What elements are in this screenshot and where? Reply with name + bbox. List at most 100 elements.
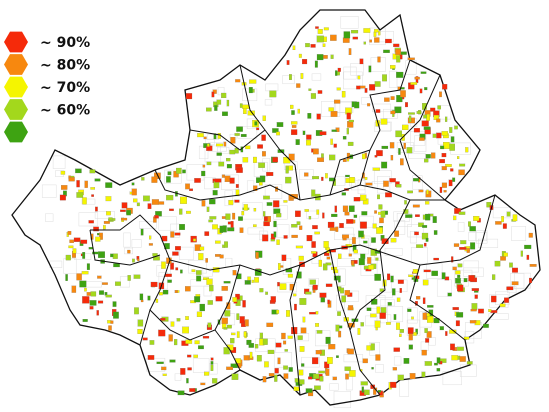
- parcel: [437, 105, 442, 110]
- parcel: [69, 239, 75, 243]
- parcel: [155, 298, 159, 303]
- parcel: [424, 158, 429, 163]
- lot-boundary: [276, 224, 290, 238]
- parcel: [59, 194, 66, 201]
- parcel: [110, 253, 114, 258]
- parcel: [443, 142, 450, 150]
- parcel: [225, 213, 231, 220]
- parcel: [223, 327, 228, 330]
- parcel: [351, 260, 355, 266]
- parcel: [422, 225, 428, 228]
- parcel: [94, 178, 101, 182]
- parcel: [253, 224, 257, 228]
- parcel: [528, 277, 532, 284]
- lot-boundary: [412, 175, 423, 190]
- parcel: [262, 151, 266, 157]
- parcel: [418, 222, 424, 227]
- parcel: [201, 170, 206, 177]
- parcel: [90, 291, 97, 297]
- lot-boundary: [459, 364, 477, 377]
- parcel: [357, 328, 361, 335]
- parcel: [88, 247, 94, 250]
- parcel: [287, 335, 293, 339]
- parcel: [262, 115, 266, 121]
- parcel: [254, 277, 260, 283]
- parcel: [379, 312, 386, 319]
- parcel: [503, 252, 508, 257]
- parcel: [422, 297, 426, 305]
- parcel: [400, 90, 406, 98]
- parcel: [209, 216, 217, 220]
- parcel: [302, 130, 306, 135]
- parcel: [300, 73, 304, 79]
- parcel: [312, 176, 320, 180]
- parcel: [501, 216, 504, 223]
- parcel: [174, 232, 181, 236]
- parcel: [432, 133, 437, 138]
- parcel: [358, 258, 365, 266]
- parcel: [509, 262, 513, 268]
- parcel: [367, 257, 372, 264]
- parcel: [286, 310, 291, 317]
- parcel: [441, 131, 448, 136]
- parcel: [457, 346, 464, 351]
- parcel: [460, 240, 467, 245]
- parcel: [331, 213, 338, 218]
- parcel: [323, 263, 328, 271]
- parcel: [236, 126, 243, 132]
- parcel: [253, 156, 257, 163]
- parcel: [341, 90, 346, 98]
- parcel: [284, 349, 288, 352]
- parcel: [283, 340, 287, 345]
- parcel: [262, 338, 268, 345]
- parcel: [344, 290, 351, 296]
- parcel: [216, 99, 222, 105]
- parcel: [407, 117, 416, 124]
- lot-boundary: [329, 383, 339, 391]
- parcel: [322, 43, 326, 47]
- parcel: [324, 361, 330, 369]
- parcel: [141, 177, 145, 181]
- parcel: [243, 108, 247, 115]
- parcel: [335, 324, 340, 332]
- parcel: [433, 230, 438, 235]
- parcel: [436, 357, 441, 364]
- parcel: [312, 225, 318, 230]
- parcel: [390, 96, 395, 101]
- parcel: [291, 234, 298, 238]
- parcel: [408, 344, 413, 350]
- parcel: [167, 171, 172, 176]
- parcel: [449, 127, 453, 133]
- parcel: [319, 292, 327, 298]
- parcel: [395, 130, 403, 138]
- lot-boundary: [350, 63, 364, 76]
- parcel: [333, 143, 337, 148]
- parcel: [266, 322, 274, 327]
- parcel: [450, 136, 455, 143]
- parcel: [396, 71, 404, 78]
- parcel: [274, 374, 278, 382]
- parcel: [399, 288, 402, 293]
- parcel: [338, 253, 342, 259]
- parcel: [210, 364, 214, 371]
- parcel: [392, 288, 396, 296]
- parcel: [242, 104, 250, 109]
- parcel: [373, 31, 377, 37]
- parcel: [454, 125, 458, 130]
- parcel: [470, 309, 477, 312]
- parcel: [273, 231, 277, 238]
- parcel: [334, 99, 341, 104]
- lot-boundary: [296, 333, 310, 342]
- parcel: [105, 294, 112, 298]
- parcel: [327, 221, 335, 228]
- parcel: [228, 200, 234, 205]
- parcel: [445, 116, 448, 122]
- lot-boundary: [41, 184, 57, 198]
- parcel: [302, 316, 306, 323]
- parcel: [459, 163, 466, 167]
- parcel: [425, 213, 431, 221]
- lot-boundary: [277, 281, 298, 293]
- parcel: [494, 260, 501, 267]
- parcel: [452, 307, 459, 311]
- parcel: [137, 329, 143, 335]
